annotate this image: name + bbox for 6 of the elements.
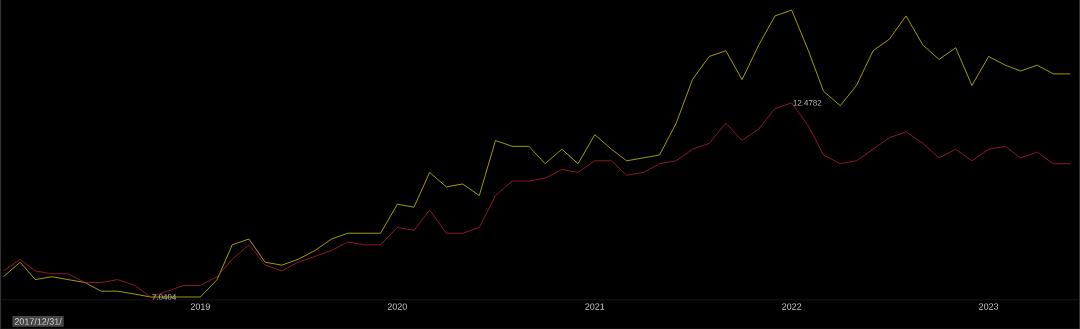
text: 2017/12/31/ — [14, 318, 62, 325]
x-tick-label: 2023 — [979, 303, 999, 310]
x-tick-label: 2020 — [387, 303, 407, 310]
x-tick-label: 2021 — [585, 303, 605, 310]
x-tick-label: 2022 — [782, 303, 802, 310]
x-tick-label: 2019 — [190, 303, 210, 310]
